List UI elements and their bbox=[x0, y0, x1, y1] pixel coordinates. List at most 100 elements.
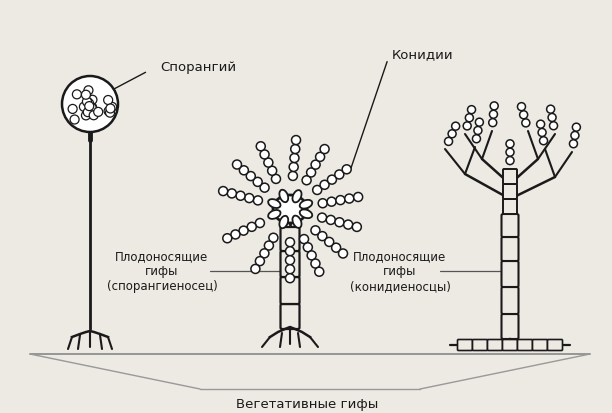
Circle shape bbox=[336, 196, 345, 205]
Circle shape bbox=[253, 197, 263, 205]
Circle shape bbox=[332, 244, 341, 253]
Circle shape bbox=[318, 214, 327, 223]
Circle shape bbox=[68, 105, 77, 114]
Circle shape bbox=[550, 122, 558, 131]
FancyBboxPatch shape bbox=[280, 252, 299, 277]
FancyBboxPatch shape bbox=[532, 339, 548, 351]
Circle shape bbox=[84, 100, 94, 109]
FancyBboxPatch shape bbox=[472, 339, 488, 351]
Circle shape bbox=[223, 234, 232, 243]
Circle shape bbox=[80, 103, 88, 112]
Circle shape bbox=[264, 159, 273, 168]
Circle shape bbox=[246, 172, 255, 181]
Circle shape bbox=[260, 184, 269, 193]
Circle shape bbox=[227, 190, 236, 198]
Circle shape bbox=[506, 140, 514, 148]
Circle shape bbox=[463, 123, 471, 131]
Circle shape bbox=[344, 221, 353, 230]
Circle shape bbox=[291, 136, 300, 145]
Ellipse shape bbox=[279, 216, 288, 229]
Circle shape bbox=[476, 119, 483, 127]
Circle shape bbox=[537, 121, 545, 129]
Circle shape bbox=[245, 194, 254, 203]
Circle shape bbox=[335, 218, 344, 227]
Circle shape bbox=[286, 274, 294, 283]
FancyBboxPatch shape bbox=[458, 339, 472, 351]
Circle shape bbox=[548, 114, 556, 122]
Circle shape bbox=[62, 77, 118, 133]
Text: Конидии: Конидии bbox=[392, 48, 453, 62]
Circle shape bbox=[83, 98, 92, 107]
Circle shape bbox=[307, 169, 316, 178]
Ellipse shape bbox=[300, 210, 312, 218]
Ellipse shape bbox=[268, 199, 280, 209]
Ellipse shape bbox=[268, 211, 280, 219]
Circle shape bbox=[105, 109, 114, 118]
Circle shape bbox=[302, 176, 311, 185]
Circle shape bbox=[106, 105, 115, 114]
Circle shape bbox=[88, 104, 96, 113]
Circle shape bbox=[490, 111, 498, 119]
Circle shape bbox=[108, 103, 117, 112]
Circle shape bbox=[103, 96, 113, 105]
FancyBboxPatch shape bbox=[518, 339, 532, 351]
Circle shape bbox=[255, 219, 264, 228]
Circle shape bbox=[465, 114, 473, 123]
Circle shape bbox=[291, 145, 300, 154]
Circle shape bbox=[286, 265, 294, 274]
Ellipse shape bbox=[279, 190, 288, 203]
Circle shape bbox=[327, 176, 337, 185]
Circle shape bbox=[239, 166, 248, 176]
Circle shape bbox=[538, 129, 546, 137]
Circle shape bbox=[452, 123, 460, 131]
Circle shape bbox=[260, 249, 269, 258]
Circle shape bbox=[320, 145, 329, 154]
Circle shape bbox=[571, 132, 579, 140]
Circle shape bbox=[318, 199, 327, 208]
Circle shape bbox=[472, 135, 480, 143]
Text: Вегетативные гифы: Вегетативные гифы bbox=[236, 398, 378, 411]
Circle shape bbox=[255, 257, 264, 266]
Circle shape bbox=[506, 157, 514, 165]
Circle shape bbox=[353, 223, 361, 232]
Circle shape bbox=[83, 108, 92, 117]
Circle shape bbox=[251, 265, 260, 274]
FancyBboxPatch shape bbox=[503, 170, 517, 185]
Circle shape bbox=[72, 90, 81, 100]
Circle shape bbox=[311, 161, 320, 170]
Ellipse shape bbox=[293, 191, 302, 203]
Circle shape bbox=[289, 163, 298, 172]
Circle shape bbox=[231, 230, 240, 240]
Circle shape bbox=[290, 154, 299, 163]
Circle shape bbox=[83, 98, 91, 107]
FancyBboxPatch shape bbox=[501, 314, 518, 339]
Circle shape bbox=[468, 107, 476, 114]
Circle shape bbox=[94, 108, 103, 117]
Circle shape bbox=[84, 102, 94, 112]
Circle shape bbox=[335, 171, 344, 180]
Circle shape bbox=[572, 124, 580, 132]
Ellipse shape bbox=[300, 200, 312, 209]
Circle shape bbox=[81, 112, 91, 121]
Circle shape bbox=[448, 131, 456, 138]
Circle shape bbox=[311, 259, 320, 268]
Circle shape bbox=[299, 235, 308, 244]
Text: Плодоносящие
гифы
(спорангиеносец): Плодоносящие гифы (спорангиеносец) bbox=[106, 250, 217, 293]
Circle shape bbox=[286, 247, 294, 256]
Circle shape bbox=[267, 167, 277, 176]
Circle shape bbox=[88, 103, 97, 112]
Circle shape bbox=[89, 112, 98, 121]
Circle shape bbox=[218, 187, 228, 196]
Circle shape bbox=[247, 223, 256, 232]
Circle shape bbox=[88, 96, 97, 105]
Circle shape bbox=[547, 106, 554, 114]
Circle shape bbox=[326, 216, 335, 225]
Circle shape bbox=[490, 103, 498, 111]
Circle shape bbox=[84, 87, 93, 95]
Circle shape bbox=[569, 140, 578, 148]
Circle shape bbox=[506, 149, 514, 157]
Circle shape bbox=[256, 142, 265, 152]
Circle shape bbox=[315, 268, 324, 277]
Circle shape bbox=[444, 138, 452, 146]
FancyBboxPatch shape bbox=[280, 277, 299, 304]
